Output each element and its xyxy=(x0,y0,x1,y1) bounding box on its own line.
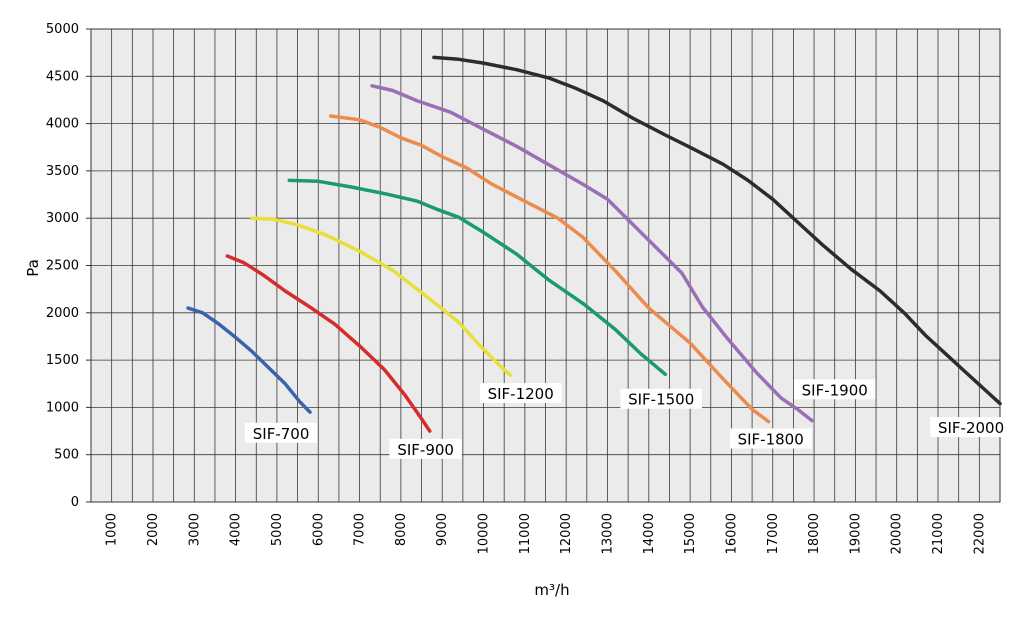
series-label-bg xyxy=(244,422,318,443)
x-tick-labels: 1000 2000 3000 4000 5000 6000 7000 8000 9000 1000… xyxy=(105,513,988,554)
x-tick-label: 9000 xyxy=(435,513,450,546)
y-tick-label: 3500 xyxy=(46,164,79,179)
x-tick-label: 18000 xyxy=(807,513,822,554)
x-tick-label: 14000 xyxy=(642,513,657,554)
series-label-bg xyxy=(729,428,812,449)
series-line-sif-1800 xyxy=(328,114,771,424)
x-tick-label: 6000 xyxy=(311,513,326,546)
series-label-sif-2000: SIF-2000 xyxy=(938,419,1004,437)
x-tick-label: 19000 xyxy=(848,513,863,554)
series-line-sif-1200 xyxy=(250,216,513,377)
series-label-sif-900: SIF-900 xyxy=(397,441,454,459)
series-line-sif-1500 xyxy=(287,178,668,377)
series-label-sif-1900: SIF-1900 xyxy=(802,381,868,399)
x-tick-label: 22000 xyxy=(972,513,987,554)
x-axis-label: m³/h xyxy=(534,581,569,599)
x-tick-label: 15000 xyxy=(683,513,698,554)
y-tick-labels: 0 500 1000 1500 2000 2500 3000 3500 4000 4500 5000 xyxy=(46,22,91,510)
x-tick-label: 8000 xyxy=(394,513,409,546)
y-axis-label: Pa xyxy=(24,259,42,277)
series-label-bg xyxy=(479,383,562,404)
x-tick-label: 5000 xyxy=(270,513,285,546)
y-tick-label: 4500 xyxy=(46,69,79,84)
series-label-bg xyxy=(930,417,1012,438)
series-line-sif-900 xyxy=(225,254,432,433)
series-lines xyxy=(186,55,1002,433)
series-label-sif-700: SIF-700 xyxy=(253,425,310,443)
series-line-sif-1900 xyxy=(370,84,814,423)
y-tick-label: 2000 xyxy=(46,306,79,321)
series-label-sif-1800: SIF-1800 xyxy=(738,430,804,448)
x-tick-label: 7000 xyxy=(353,513,368,546)
x-tick-label: 10000 xyxy=(477,513,492,554)
series-label-sif-1200: SIF-1200 xyxy=(488,385,554,403)
series-labels: SIF-700 SIF-900 SIF-1200 SIF-1500 SIF-1800 SI… xyxy=(244,379,1012,459)
series-label-bg xyxy=(793,379,876,400)
x-tick-label: 3000 xyxy=(187,513,202,546)
y-tick-label: 0 xyxy=(71,495,79,510)
series-label-bg xyxy=(620,388,702,409)
y-tick-label: 4000 xyxy=(46,117,79,132)
y-tick-label: 1000 xyxy=(46,400,79,415)
y-tick-label: 5000 xyxy=(46,22,79,37)
x-tick-label: 13000 xyxy=(600,513,615,554)
x-tick-label: 20000 xyxy=(890,513,905,554)
series-label-sif-1500: SIF-1500 xyxy=(628,391,694,409)
series-label-bg xyxy=(389,438,462,459)
y-tick-label: 2500 xyxy=(46,259,79,274)
x-tick-label: 21000 xyxy=(931,513,946,554)
y-tick-label: 3000 xyxy=(46,211,79,226)
series-line-sif-2000 xyxy=(432,55,1002,406)
x-tick-label: 1000 xyxy=(105,513,120,546)
x-tick-label: 16000 xyxy=(724,513,739,554)
x-tick-label: 12000 xyxy=(559,513,574,554)
y-tick-label: 500 xyxy=(54,448,79,463)
x-tick-label: 11000 xyxy=(518,513,533,554)
x-tick-label: 17000 xyxy=(766,513,781,554)
series-line-sif-700 xyxy=(186,306,312,414)
y-tick-label: 1500 xyxy=(46,353,79,368)
x-tick-label: 2000 xyxy=(146,513,161,546)
x-tick-label: 4000 xyxy=(229,513,244,546)
